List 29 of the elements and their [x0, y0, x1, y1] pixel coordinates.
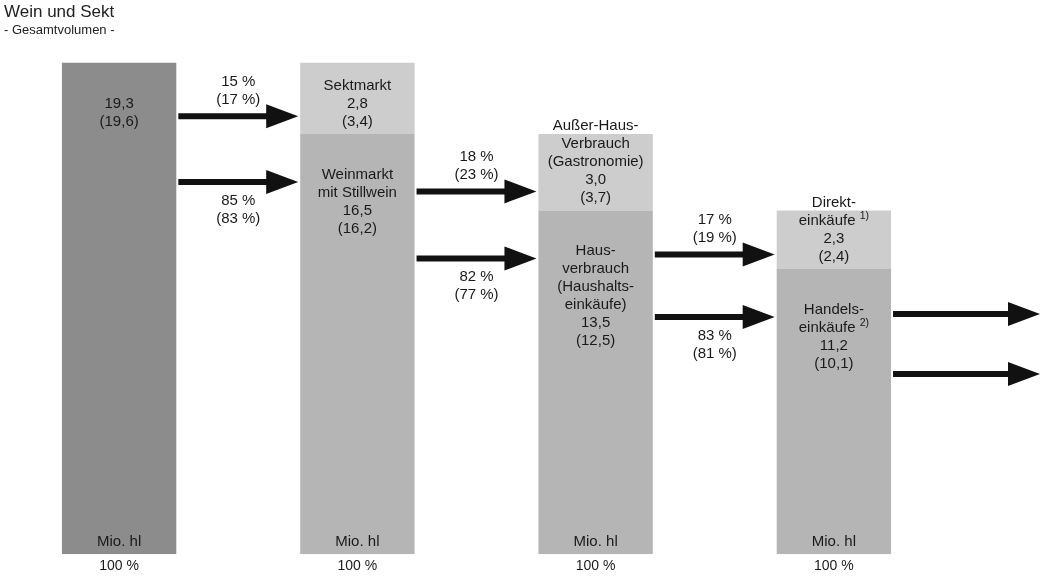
data-label: Sektmarkt 2,8 (3,4) — [323, 76, 392, 130]
bar — [300, 62, 415, 135]
bar — [538, 210, 653, 555]
data-label: Haus- verbrauch (Haushalts- einkäufe) 13,5 (12,5) — [557, 241, 634, 349]
annotation: 15 % (17 %) — [216, 72, 261, 108]
annotation: 82 % (77 %) — [454, 267, 499, 303]
bar — [300, 134, 415, 555]
text: Mio. hl — [811, 532, 856, 550]
y-axis-title: Mio. hl — [97, 532, 142, 550]
data-label: Außer-Haus- Verbrauch (Gastronomie) 3,0 (3,7) — [547, 116, 644, 206]
annotation: 17 % (19 %) — [692, 210, 737, 246]
text: Direkt- einkäufe 1) 2,3 (2,4) — [798, 193, 869, 265]
annotation: 18 % (23 %) — [454, 147, 499, 183]
chart-subtitle: - Gesamtvolumen - — [4, 22, 115, 37]
text: Mio. hl — [573, 532, 618, 550]
annotation: 85 % (83 %) — [216, 191, 261, 227]
data-label: 19,3 (19,6) — [99, 93, 139, 129]
x-tick-label: 100 % — [99, 557, 139, 574]
bar — [776, 210, 892, 270]
text: Mio. hl — [335, 532, 380, 550]
x-tick-label: 100 % — [575, 557, 616, 574]
data-label: Weinmarkt mit Stillwein 16,5 (16,2) — [317, 165, 397, 237]
bar — [61, 62, 177, 555]
annotation: 83 % (81 %) — [692, 326, 737, 362]
text: Handels- einkäufe 2) 11,2 (10,1) — [798, 300, 869, 372]
chart-title: Wein und Sekt — [4, 2, 115, 22]
x-tick-label: 100 % — [814, 557, 854, 574]
bar — [776, 269, 892, 555]
x-tick-label: 100 % — [337, 557, 378, 574]
